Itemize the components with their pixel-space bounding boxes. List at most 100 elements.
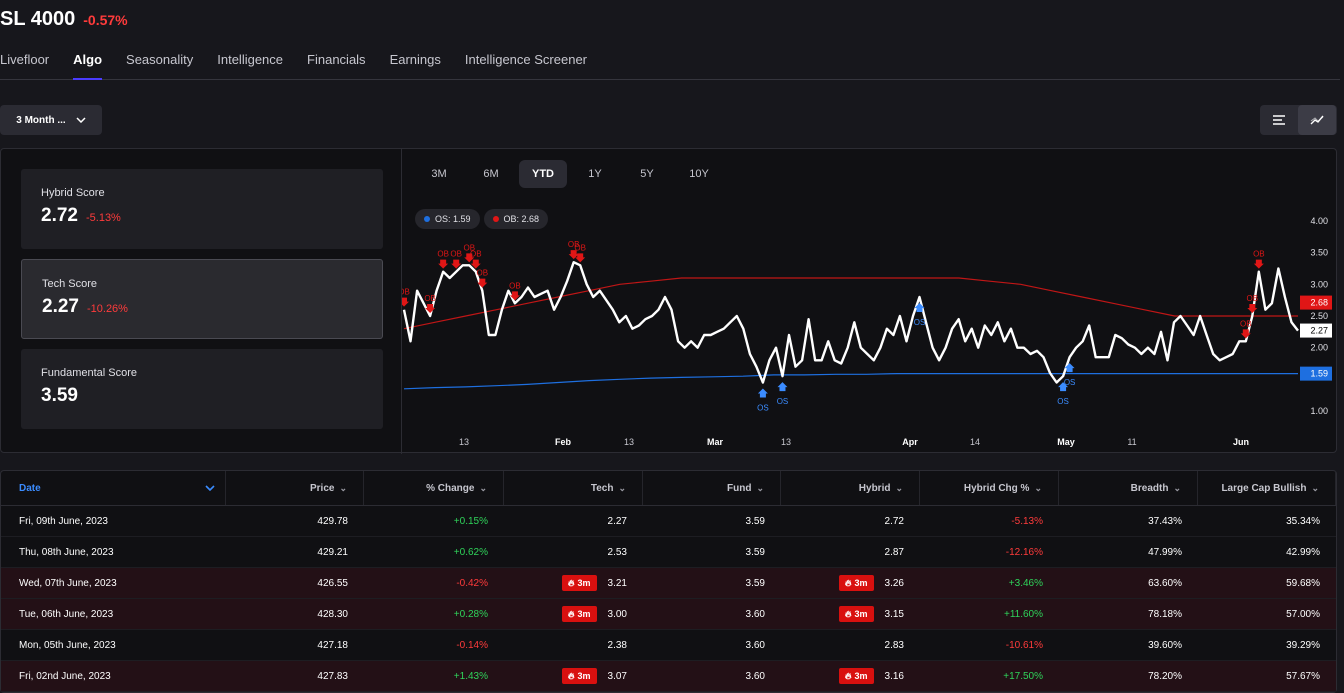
- col-tech[interactable]: Tech ⌄: [504, 471, 643, 505]
- ob-value-flag: [1300, 295, 1332, 310]
- period-10y[interactable]: 10Y: [689, 168, 709, 180]
- x-tick-label: May: [1057, 437, 1075, 447]
- cell-fund: 3.60: [643, 661, 781, 691]
- tab-livefloor[interactable]: Livefloor: [0, 52, 50, 67]
- period-5y[interactable]: 5Y: [640, 168, 654, 180]
- change-value: +0.15%: [453, 515, 488, 527]
- hybrid-chg-value: +3.46%: [1008, 577, 1043, 589]
- table-view-button[interactable]: [1260, 105, 1298, 135]
- col-change-label: % Change: [426, 482, 475, 494]
- range-dropdown[interactable]: 3 Month ...: [0, 105, 102, 135]
- table-row[interactable]: Fri, 02nd June, 2023 427.83 +1.43% 🔥︎ 3m 3.07…: [1, 661, 1336, 692]
- os-marker-label: OS: [757, 404, 769, 413]
- x-tick-label: 13: [624, 437, 634, 447]
- change-value: +1.43%: [453, 670, 488, 682]
- change-value: -0.42%: [456, 577, 488, 589]
- hybrid-value: 2.72: [884, 515, 904, 527]
- x-tick-label: Apr: [902, 437, 918, 447]
- table-row[interactable]: Fri, 09th June, 2023 429.78 +0.15% 2.27 3.59…: [1, 506, 1336, 537]
- col-fund[interactable]: Fund ⌄: [643, 471, 781, 505]
- ob-marker-label: OB: [402, 288, 410, 297]
- os-pill[interactable]: OS: 1.59: [415, 209, 480, 229]
- cell-fund: 3.59: [643, 537, 781, 567]
- cell-hybrid: 2.72: [781, 506, 920, 536]
- tab-intelligence[interactable]: Intelligence: [217, 52, 284, 67]
- table-row[interactable]: Mon, 05th June, 2023 427.18 -0.14% 2.38 3.60…: [1, 630, 1336, 661]
- period-ytd[interactable]: YTD: [519, 160, 567, 188]
- tab-earnings[interactable]: Earnings: [389, 52, 441, 67]
- view-toggle: [1260, 105, 1337, 135]
- ob-marker-label: OB: [1253, 250, 1265, 259]
- flame-icon: 🔥︎: [844, 577, 852, 588]
- tech-score-card[interactable]: Tech Score 2.27 -10.26%: [21, 259, 383, 339]
- fund-value: 3.59: [745, 515, 765, 527]
- cell-date: Fri, 09th June, 2023: [1, 506, 226, 536]
- tab-intelligence-screener[interactable]: Intelligence Screener: [464, 52, 588, 67]
- date-value: Thu, 08th June, 2023: [19, 546, 114, 558]
- lcb-value: 35.34%: [1286, 515, 1320, 527]
- cell-hybrid-chg: +11.60%: [920, 599, 1059, 629]
- cell-change: +0.62%: [364, 537, 504, 567]
- cell-change: -0.14%: [364, 630, 504, 660]
- ob-marker-label: OB: [470, 250, 482, 259]
- period-6m[interactable]: 6M: [483, 168, 499, 180]
- col-breadth[interactable]: Breadth ⌄: [1059, 471, 1198, 505]
- hot-badge: 🔥︎ 3m: [561, 668, 597, 684]
- ob-pill[interactable]: OB: 2.68: [483, 209, 549, 229]
- hybrid-chg-value: +11.60%: [1003, 608, 1043, 620]
- col-large-cap-bullish-label: Large Cap Bullish: [1221, 482, 1307, 494]
- col-price[interactable]: Price ⌄: [226, 471, 364, 505]
- fund-value: 3.60: [745, 608, 765, 620]
- cell-fund: 3.59: [643, 506, 781, 536]
- ob-arrow-icon: [451, 259, 462, 269]
- col-hybrid-chg[interactable]: Hybrid Chg % ⌄: [920, 471, 1059, 505]
- cell-date: Wed, 07th June, 2023: [1, 568, 226, 598]
- os-marker-label: OS: [914, 318, 926, 327]
- os-arrow-icon: [1058, 382, 1069, 392]
- os-arrow-icon: [1064, 363, 1075, 373]
- badge-label: 3m: [577, 609, 591, 619]
- cell-breadth: 78.18%: [1059, 599, 1198, 629]
- chevron-down-icon: ⌄: [618, 482, 626, 493]
- lcb-value: 42.99%: [1286, 546, 1320, 558]
- scores-table: Date Price ⌄ % Change ⌄ Tech ⌄ Fund ⌄ Hybrid…: [0, 470, 1337, 693]
- cell-large-cap-bullish: 59.68%: [1198, 568, 1336, 598]
- period-3m[interactable]: 3M: [431, 168, 447, 180]
- table-body: Fri, 09th June, 2023 429.78 +0.15% 2.27 3.59…: [1, 506, 1336, 692]
- table-row[interactable]: Tue, 06th June, 2023 428.30 +0.28% 🔥︎ 3m 3.00…: [1, 599, 1336, 630]
- cell-hybrid: 🔥︎ 3m 3.26: [781, 568, 920, 598]
- cell-hybrid: 🔥︎ 3m 3.16: [781, 661, 920, 691]
- tech-value: 2.38: [607, 639, 627, 651]
- score-label: Hybrid Score: [41, 187, 105, 199]
- col-hybrid[interactable]: Hybrid ⌄: [781, 471, 920, 505]
- lcb-value: 39.29%: [1286, 639, 1320, 651]
- period-1y[interactable]: 1Y: [588, 168, 602, 180]
- hybrid-score-card[interactable]: Hybrid Score 2.72 -5.13%: [21, 169, 383, 249]
- tab-financials[interactable]: Financials: [307, 52, 366, 67]
- x-tick-label: 13: [459, 437, 469, 447]
- table-row[interactable]: Thu, 08th June, 2023 429.21 +0.62% 2.53 3.59…: [1, 537, 1336, 568]
- table-row[interactable]: Wed, 07th June, 2023 426.55 -0.42% 🔥︎ 3m 3.21…: [1, 568, 1336, 599]
- col-date[interactable]: Date: [1, 471, 226, 505]
- cell-hybrid-chg: -5.13%: [920, 506, 1059, 536]
- cell-fund: 3.59: [643, 568, 781, 598]
- col-large-cap-bullish[interactable]: Large Cap Bullish ⌄: [1198, 471, 1336, 505]
- fundamental-score-card[interactable]: Fundamental Score 3.59: [21, 349, 383, 429]
- chart-view-button[interactable]: [1298, 105, 1336, 135]
- chevron-down-icon: ⌄: [1173, 482, 1181, 493]
- col-change[interactable]: % Change ⌄: [364, 471, 504, 505]
- tab-seasonality[interactable]: Seasonality: [126, 52, 194, 67]
- os-arrow-icon: [757, 388, 768, 398]
- chart-area: 3M 6M YTD 1Y 5Y 10Y OS: 1.59 OB: 2.68 OB…: [401, 149, 1338, 454]
- cell-change: +0.15%: [364, 506, 504, 536]
- tab-algo[interactable]: Algo: [73, 44, 103, 80]
- chevron-down-icon: ⌄: [1034, 482, 1042, 493]
- ticker-symbol: SL 4000: [0, 8, 76, 30]
- badge-label: 3m: [577, 578, 591, 588]
- y-tick-label: 1.00: [1310, 406, 1328, 416]
- tech-value: 2.53: [607, 546, 627, 558]
- score-label: Fundamental Score: [41, 367, 137, 379]
- score-label: Tech Score: [42, 278, 98, 290]
- period-selector: 3M 6M YTD 1Y 5Y 10Y: [415, 160, 723, 188]
- ob-line: [403, 277, 1298, 330]
